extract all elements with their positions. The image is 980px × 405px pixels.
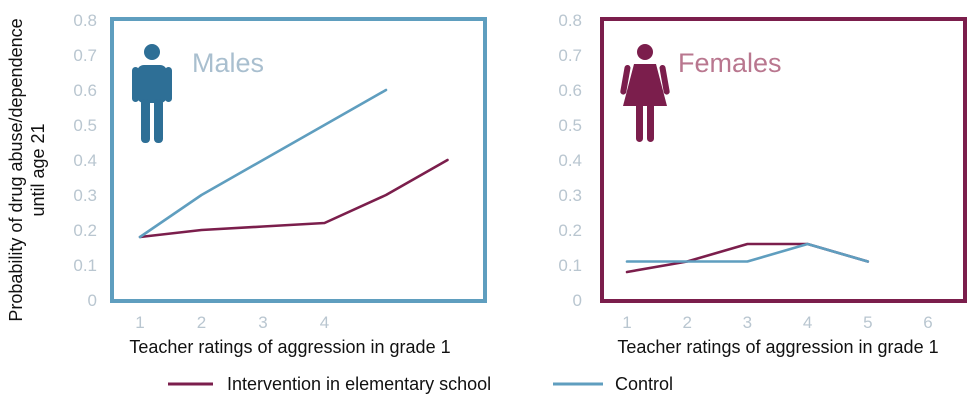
y-tick-label: 0.8 [558, 11, 582, 30]
legend-label-intervention: Intervention in elementary school [227, 374, 491, 394]
panel-title: Males [192, 48, 264, 78]
series-line-intervention [625, 242, 870, 274]
x-tick-label: 4 [803, 313, 812, 332]
x-tick-label: 1 [135, 313, 144, 332]
series-line-control [138, 88, 388, 239]
y-tick-label: 0.5 [73, 116, 97, 135]
icon-head [637, 44, 653, 60]
x-tick-label: 3 [743, 313, 752, 332]
icon-arm-left [620, 64, 631, 95]
legend-label-control: Control [615, 374, 673, 394]
y-tick-label: 0.2 [558, 221, 582, 240]
icon-head [144, 44, 160, 60]
icon-leg-left [141, 99, 150, 143]
y-tick-label: 0.3 [558, 186, 582, 205]
icon-leg-right [647, 102, 654, 142]
females-panel: 0 0.1 0.2 0.3 0.4 0.5 0.6 0.7 0.8 1 2 3 4 5 6 Teacher r… [558, 11, 967, 357]
panel-title: Females [678, 48, 782, 78]
icon-torso [137, 65, 167, 103]
y-tick-label: 0.7 [558, 46, 582, 65]
y-tick-label: 0.1 [73, 256, 97, 275]
y-tick-label: 0.6 [558, 81, 582, 100]
y-axis-label-line2: until age 21 [28, 123, 48, 216]
x-tick-label: 4 [320, 313, 329, 332]
icon-leg-left [636, 102, 643, 142]
icon-arm-right [165, 67, 172, 102]
x-tick-label: 2 [197, 313, 206, 332]
y-tick-label: 0 [573, 291, 582, 310]
series-line-intervention [138, 158, 449, 239]
y-tick-label: 0.5 [558, 116, 582, 135]
male-person-icon [132, 44, 172, 143]
y-tick-label: 0.1 [558, 256, 582, 275]
plot-frame [600, 17, 967, 303]
y-tick-label: 0.8 [73, 11, 97, 30]
series-line-control [625, 242, 870, 263]
x-tick-label: 3 [258, 313, 267, 332]
y-tick-label: 0 [88, 291, 97, 310]
icon-arm-right [659, 64, 670, 95]
x-axis-label: Teacher ratings of aggression in grade 1 [129, 337, 450, 357]
y-tick-label: 0.4 [73, 151, 97, 170]
x-tick-label: 5 [863, 313, 872, 332]
icon-dress [623, 64, 667, 106]
y-tick-label: 0.3 [73, 186, 97, 205]
x-axis-label: Teacher ratings of aggression in grade 1 [617, 337, 938, 357]
icon-leg-right [154, 99, 163, 143]
x-tick-label: 1 [622, 313, 631, 332]
female-person-icon [620, 44, 670, 142]
legend: Intervention in elementary school Contro… [168, 374, 673, 394]
y-tick-label: 0.4 [558, 151, 582, 170]
y-axis-label-line1: Probability of drug abuse/dependence [6, 18, 26, 321]
x-tick-label: 2 [682, 313, 691, 332]
icon-arm-left [132, 67, 139, 102]
x-tick-label: 6 [923, 313, 932, 332]
males-panel: 0 0.1 0.2 0.3 0.4 0.5 0.6 0.7 0.8 1 2 3 4 Teacher rat… [73, 11, 487, 357]
plot-frame [110, 17, 487, 303]
y-tick-label: 0.7 [73, 46, 97, 65]
y-tick-label: 0.6 [73, 81, 97, 100]
y-tick-label: 0.2 [73, 221, 97, 240]
